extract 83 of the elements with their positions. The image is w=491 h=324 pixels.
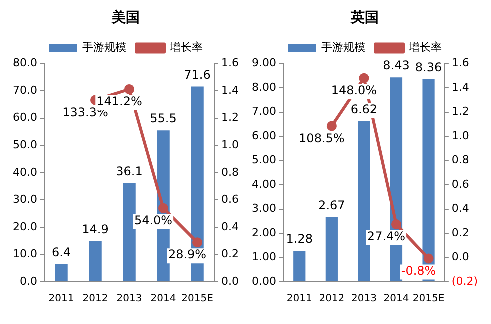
chart-title: 美国: [111, 9, 140, 26]
data-label: -0.8%: [401, 264, 436, 278]
y-tick-label: 80.0: [12, 56, 38, 70]
x-tick-label: 2015E: [412, 294, 445, 305]
y2-tick-label: 0.6: [452, 178, 470, 191]
x-tick-label: 2011: [286, 294, 312, 305]
legend-label: 手游规模: [322, 41, 366, 54]
y2-tick-label: 0.8: [222, 166, 240, 179]
data-label: 54.0%: [134, 213, 173, 228]
y2-tick-label: 0.2: [452, 226, 470, 240]
data-label: 36.1: [116, 164, 143, 179]
y2-tick-label: 1.4: [452, 80, 470, 94]
y-tick-label: 50.0: [12, 138, 38, 152]
y2-tick-label: 0.2: [222, 248, 240, 261]
chart-title: 英国: [350, 10, 379, 26]
bar: [294, 250, 306, 282]
bar: [89, 241, 102, 282]
bar: [123, 184, 136, 282]
y-tick-label: 7.00: [252, 105, 276, 118]
point: [424, 254, 434, 264]
x-tick-label: 2011: [48, 294, 74, 305]
y-tick-label: 5.00: [252, 154, 276, 167]
y2-tick-label: 0.4: [222, 220, 240, 234]
y-tick-label: 8.00: [252, 80, 276, 94]
data-label: 6.4: [52, 246, 72, 260]
y-tick-label: 4.00: [252, 178, 276, 191]
y-tick-label: 10.0: [12, 248, 38, 261]
y2-tick-label: 1.0: [222, 138, 240, 152]
data-label: 27.4%: [367, 230, 406, 244]
y2-tick-label: (0.2): [452, 274, 478, 288]
y-tick-label: 60.0: [12, 111, 38, 124]
y-tick-label: 9.00: [252, 56, 276, 70]
point: [192, 238, 203, 248]
x-tick-label: 2012: [319, 294, 345, 305]
data-label: 71.6: [184, 68, 211, 82]
y-tick-label: 6.00: [252, 129, 276, 142]
data-label: 55.5: [150, 112, 177, 126]
y-tick-label: 2.00: [252, 226, 276, 240]
y2-tick-label: 0.0: [222, 274, 240, 288]
legend-label: 增长率: [408, 41, 442, 54]
y-tick-label: 40.0: [12, 166, 38, 179]
bar: [326, 217, 338, 282]
point: [391, 220, 402, 230]
y2-tick-label: 1.2: [222, 111, 240, 124]
point: [359, 73, 370, 84]
x-tick-label: 2014: [150, 294, 176, 305]
y-tick-label: 1.00: [252, 250, 276, 264]
bar: [55, 264, 68, 282]
data-label: 148.0%: [331, 83, 378, 98]
y2-tick-label: 0.8: [452, 154, 470, 167]
y-tick-label: 0.00: [252, 274, 276, 288]
y2-tick-label: 1.6: [452, 56, 470, 70]
y-tick-label: 20.0: [12, 220, 38, 234]
legend-label: 手游规模: [82, 41, 126, 54]
y2-tick-label: 0.4: [452, 202, 470, 216]
y2-tick-label: 1.0: [452, 129, 470, 142]
x-tick-label: 2014: [384, 294, 410, 305]
y2-tick-label: 1.4: [222, 84, 240, 97]
legend-label: 增长率: [169, 41, 203, 54]
data-label: 1.28: [286, 232, 313, 246]
point: [124, 84, 134, 94]
point: [326, 121, 337, 132]
data-label: 108.5%: [299, 131, 345, 146]
y-tick-label: 3.00: [252, 202, 276, 216]
data-label: 8.43: [383, 58, 410, 73]
x-tick-label: 2013: [351, 294, 377, 305]
data-label: 2.67: [318, 198, 346, 212]
point: [158, 203, 168, 214]
data-label: 141.2%: [96, 94, 142, 109]
data-label: 14.9: [82, 222, 109, 236]
y2-tick-label: 0.6: [222, 193, 240, 206]
y-tick-label: 70.0: [12, 84, 38, 97]
x-tick-label: 2012: [82, 294, 108, 305]
x-tick-label: 2015E: [182, 294, 214, 305]
y2-tick-label: 1.6: [222, 56, 240, 70]
data-label: 6.62: [350, 102, 378, 117]
data-label: 8.36: [415, 60, 442, 74]
y2-tick-label: 1.2: [452, 105, 470, 118]
data-label: 28.9%: [168, 248, 207, 262]
x-tick-label: 2013: [116, 294, 142, 305]
y-tick-label: 0.0: [20, 274, 38, 288]
y2-tick-label: 0.0: [452, 250, 470, 264]
y-tick-label: 30.0: [12, 193, 38, 206]
